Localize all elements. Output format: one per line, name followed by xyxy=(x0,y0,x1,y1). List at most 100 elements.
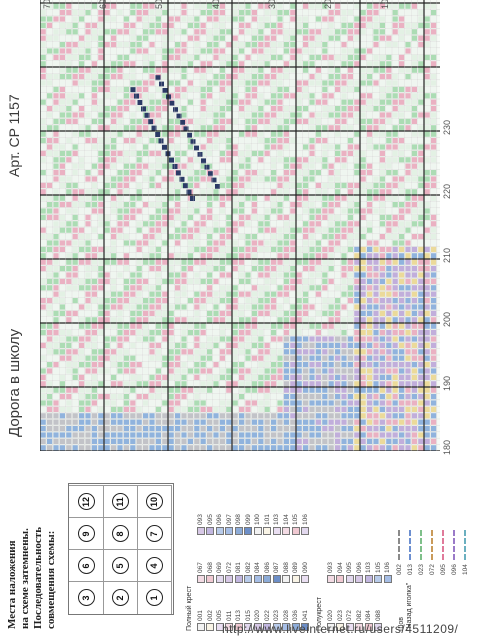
stitch-line xyxy=(453,530,455,561)
color-swatch xyxy=(336,575,344,583)
color-swatch xyxy=(196,527,205,535)
legend-code: 072 xyxy=(225,562,233,573)
stitch-entry: 096 xyxy=(449,530,459,575)
color-swatch xyxy=(253,527,262,535)
legend-entry: 069 xyxy=(215,562,224,583)
stitch-line xyxy=(431,530,433,561)
legend-code: 103 xyxy=(365,562,372,573)
legend-entry: 086 xyxy=(263,562,272,583)
legend-entry: 095 xyxy=(206,514,215,535)
color-swatch xyxy=(234,575,243,583)
stitch-code: 072 xyxy=(428,564,436,575)
axis-x-tick: 190 xyxy=(442,375,452,391)
legend-entry: 088 xyxy=(282,562,291,583)
color-swatch xyxy=(374,575,382,583)
legend-code: 081 xyxy=(235,562,242,573)
stitch-code: 104 xyxy=(461,564,469,575)
legend-code: 088 xyxy=(282,562,290,573)
legend-entry: 087 xyxy=(272,562,281,583)
legend-code: 072 xyxy=(346,610,353,621)
color-swatch xyxy=(244,575,252,583)
legend-entry: 106 xyxy=(383,562,392,583)
legend-entry: 002 xyxy=(206,610,215,631)
overlay-cell: 4 xyxy=(137,549,172,582)
legend-code: 099 xyxy=(244,514,252,525)
stitch-code: 013 xyxy=(406,564,414,575)
color-swatch xyxy=(326,575,335,583)
color-swatch xyxy=(206,575,214,583)
overlay-cell: 5 xyxy=(103,549,138,582)
legend-code: 096 xyxy=(355,562,363,573)
axis-y-tick: 20 xyxy=(323,0,334,9)
legend-entry: 094 xyxy=(336,562,345,583)
overlay-number: 7 xyxy=(145,525,163,543)
color-swatch xyxy=(215,527,224,535)
legend-entry: 095 xyxy=(345,562,354,583)
color-swatch xyxy=(282,575,290,583)
overlay-number: 3 xyxy=(77,589,95,607)
full-cross-header: Полный крест xyxy=(186,585,193,631)
legend-code: 015 xyxy=(244,610,252,621)
legend-entry: 081 xyxy=(234,562,243,583)
legend-code: 084 xyxy=(365,610,372,621)
axis-y-tick: 10 xyxy=(379,0,390,9)
color-swatch xyxy=(301,527,309,535)
legend-entry: 096 xyxy=(355,562,364,583)
legend-code: 028 xyxy=(282,610,290,621)
legend-entry: 001 xyxy=(196,610,205,631)
legend-code: 106 xyxy=(384,562,391,573)
color-swatch xyxy=(215,575,224,583)
color-swatch xyxy=(196,623,205,631)
legend-entry: 093 xyxy=(196,514,205,535)
color-swatch xyxy=(263,575,271,583)
overlay-cell: 3 xyxy=(69,581,104,614)
axis-y-tick: 60 xyxy=(98,0,109,9)
grid-lines xyxy=(40,0,440,451)
stitch-line xyxy=(398,530,400,561)
legend-entry: 106 xyxy=(301,514,310,535)
color-swatch xyxy=(263,527,271,535)
legend-code: 106 xyxy=(301,514,309,525)
stitch-code: 095 xyxy=(439,564,447,575)
color-swatch xyxy=(355,575,363,583)
overlay-cell: 12 xyxy=(69,485,104,518)
legend-entry: 090 xyxy=(301,562,310,583)
color-swatch xyxy=(206,623,214,631)
legend-code: 097 xyxy=(225,514,233,525)
overlay-number: 12 xyxy=(77,493,95,511)
color-swatch xyxy=(272,575,281,583)
legend-code: 020 xyxy=(254,610,261,621)
overlay-instructions: Места наложения на схеме затемнены. Посл… xyxy=(6,527,58,629)
legend-entry: 097 xyxy=(225,514,234,535)
legend-code: 088 xyxy=(374,610,382,621)
axis-y-tick: 50 xyxy=(154,0,165,9)
legend-code: 093 xyxy=(327,562,334,573)
legend-entry: 089 xyxy=(291,562,300,583)
legend-entry: 082 xyxy=(244,562,253,583)
overlay-cell: 7 xyxy=(137,517,172,550)
watermark-url[interactable]: http://www.liveinternet.ru/users/4511209… xyxy=(222,622,459,636)
legend-code: 082 xyxy=(355,610,363,621)
color-swatch xyxy=(225,527,233,535)
legend-entry: 103 xyxy=(364,562,373,583)
legend-code: 095 xyxy=(206,514,214,525)
legend-code: 101 xyxy=(263,514,271,525)
dark-stitch-path xyxy=(130,75,220,201)
color-swatch xyxy=(234,527,243,535)
legend-entry: 072 xyxy=(225,562,234,583)
legend-code: 086 xyxy=(263,562,271,573)
legend-entry: 103 xyxy=(272,514,281,535)
axis-y-tick: 70 xyxy=(41,0,52,9)
overlay-number: 5 xyxy=(111,557,129,575)
stitch-entry: 095 xyxy=(438,530,448,575)
overlay-cell: 9 xyxy=(69,517,104,550)
legend-entry: 105 xyxy=(374,562,383,583)
legend-code: 084 xyxy=(254,562,261,573)
overlay-number: 1 xyxy=(145,589,163,607)
color-swatch xyxy=(291,575,300,583)
legend-code: 087 xyxy=(273,562,280,573)
legend-entry: 098 xyxy=(234,514,243,535)
stitch-line xyxy=(409,530,411,561)
